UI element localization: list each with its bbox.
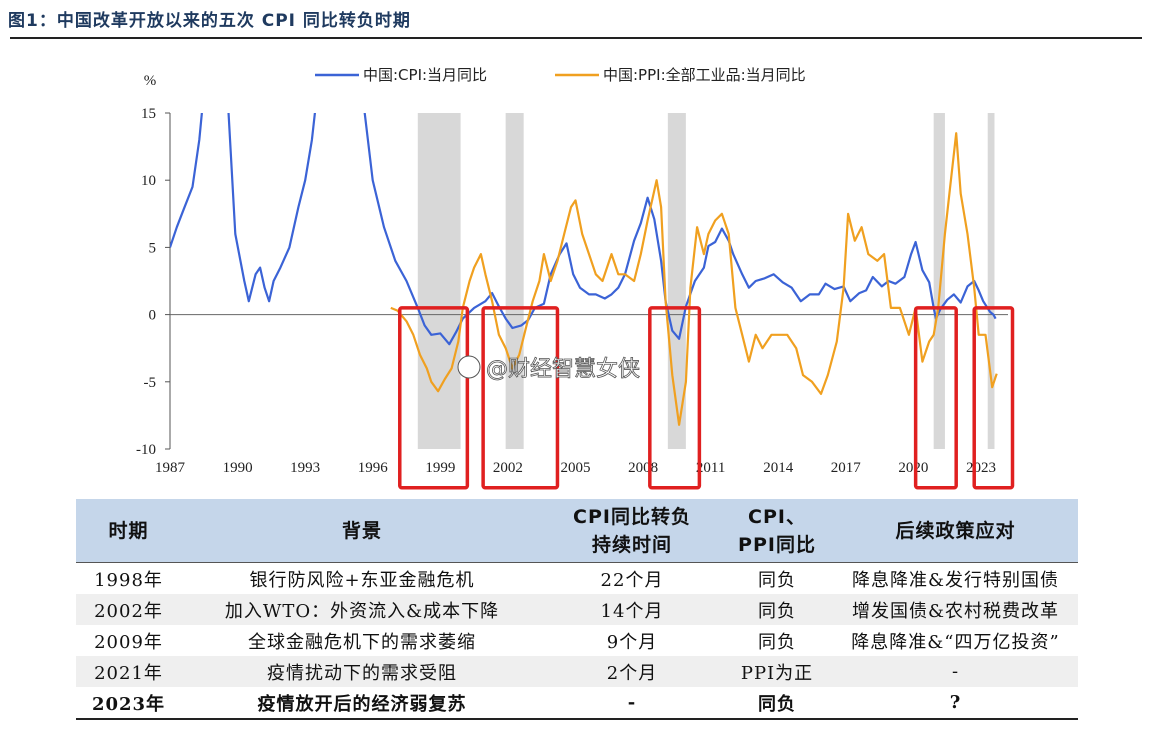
shaded-period-2 [505, 113, 524, 449]
shaded-period-1 [417, 113, 461, 449]
table-cell: 2021年 [76, 656, 181, 687]
x-tick-label: 1996 [358, 460, 389, 476]
highlight-box-5 [972, 306, 1015, 490]
x-tick-label: 2020 [898, 460, 928, 476]
highlight-boxes [398, 306, 1015, 490]
y-axis-unit-label: % [144, 73, 157, 89]
y-tick-label: 0 [149, 308, 157, 324]
legend-label-2: 中国:PPI:全部工业品:当月同比 [603, 66, 806, 84]
watermark-text: @财经智慧女侠 [486, 357, 640, 382]
table-header-2: 背景 [181, 499, 543, 563]
table-row: 2021年 疫情扰动下的需求受阻 2个月 PPI为正 - [76, 656, 1078, 687]
weibo-icon [457, 355, 481, 379]
table-row: 2009年 全球金融危机下的需求萎缩 9个月 同负 降息降准&“四万亿投资” [76, 625, 1078, 656]
table-header-1: 时期 [76, 499, 181, 563]
table-cell: ? [833, 687, 1078, 720]
table-cell: 疫情放开后的经济弱复苏 [181, 687, 543, 720]
table-cell: 同负 [721, 687, 833, 720]
x-tick-label: 2011 [696, 460, 725, 476]
x-tick-label: 2017 [831, 460, 862, 476]
table-cell: 全球金融危机下的需求萎缩 [248, 631, 476, 653]
y-tick-label: -5 [144, 375, 157, 391]
chart-series [170, 113, 998, 426]
table-header-row: 时期 背景 CPI同比转负 持续时间 CPI、 PPI同比 后续政策应对 [76, 499, 1078, 563]
table-header-3: CPI同比转负 持续时间 [543, 499, 721, 563]
table-body: 1998年 银行防风险+东亚金融危机 22个月 同负 降息降准&发行特别国债 2002年加… [76, 562, 1078, 720]
table-cell: 2002年 [76, 594, 181, 625]
table-cell: 加入WTO：外资流入&成本下降 [181, 594, 543, 625]
chart-axes: 15 10 5 0 -5 -10 1987 1990 1993 1996 1999 2002 2005 2… [136, 106, 1008, 476]
table-cell: 增发国债&农村税费改革 [833, 594, 1078, 625]
table-cell: - [833, 656, 1078, 687]
table-cell: 疫情扰动下的需求受阻 [181, 656, 543, 687]
watermark: @财经智慧女侠 [457, 355, 640, 382]
table-header-5: 后续政策应对 [833, 499, 1078, 563]
table-cell: 降息降准&“四万亿投资” [851, 631, 1060, 653]
x-tick-label: 1993 [290, 460, 320, 476]
x-tick-label: 1987 [155, 460, 186, 476]
table-row: 2002年 加入WTO：外资流入&成本下降 14个月 同负 增发国债&农村税费改革 [76, 594, 1078, 625]
highlight-box-3 [648, 306, 702, 490]
table-row: 2023年 疫情放开后的经济弱复苏 - 同负? [76, 687, 1078, 720]
cpi-ppi-line-chart: 15 10 5 0 -5 -10 1987 1990 1993 1996 1999 2002 2005 2… [136, 66, 1015, 490]
title-divider [10, 37, 1142, 39]
table-cell: 同负 [758, 631, 796, 653]
table-cell: - [543, 687, 721, 720]
highlight-box-2 [481, 306, 560, 490]
x-tick-label: 2014 [763, 460, 794, 476]
table-cell: 14个月 [543, 594, 721, 625]
table-cell: 22个月 [543, 562, 721, 594]
table-row: 1998年 银行防风险+东亚金融危机 22个月 同负 降息降准&发行特别国债 [76, 562, 1078, 594]
table-cell: 9个月 [606, 631, 658, 653]
table-cell: 2023年 [76, 687, 181, 720]
y-tick-label: 10 [141, 173, 156, 189]
x-tick-label: 2008 [628, 460, 658, 476]
table-cell: 银行防风险+东亚金融危机 [181, 562, 543, 594]
table-cell: 1998年 [76, 562, 181, 594]
figure-title: 图1：中国改革开放以来的五次 CPI 同比转负时期 [8, 11, 411, 31]
policy-table: 时期 背景 CPI同比转负 持续时间 CPI、 PPI同比 后续政策应对 1998年 银行防风… [76, 499, 1078, 720]
shaded-period-5 [987, 113, 995, 449]
shaded-period-4 [933, 113, 945, 449]
table-header-4: CPI、 PPI同比 [721, 499, 833, 563]
legend-label-1: 中国:CPI:当月同比 [363, 66, 487, 84]
x-tick-label: 2002 [493, 460, 523, 476]
table-cell: 降息降准&发行特别国债 [833, 562, 1078, 594]
x-tick-label: 1999 [425, 460, 455, 476]
x-tick-label: 2005 [560, 460, 590, 476]
table-cell: 2个月 [543, 656, 721, 687]
x-tick-label: 1990 [223, 460, 253, 476]
y-tick-label: 15 [141, 106, 156, 122]
table-cell: PPI为正 [721, 656, 833, 687]
series-line-cpi [170, 113, 997, 346]
table-cell: 同负 [721, 594, 833, 625]
table-cell: 同负 [721, 562, 833, 594]
x-tick-label: 2023 [966, 460, 996, 476]
y-tick-label: -10 [136, 442, 156, 458]
highlight-box-1 [398, 306, 470, 490]
shaded-periods [417, 113, 995, 449]
highlight-box-4 [913, 306, 958, 490]
series-line-ppi [390, 132, 998, 426]
chart-legend: 中国:CPI:当月同比 中国:PPI:全部工业品:当月同比 [315, 66, 806, 84]
y-tick-label: 5 [149, 240, 157, 256]
table-cell: 2009年 [94, 631, 163, 653]
